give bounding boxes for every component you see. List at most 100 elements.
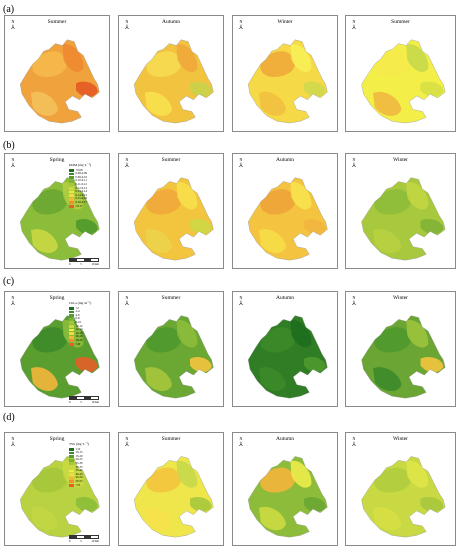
legend-item: <10 [69, 446, 89, 452]
legend-label: 0.14-0.15 [75, 192, 88, 197]
concentration-zone [76, 357, 98, 373]
lake-map [133, 39, 214, 124]
concentration-zone [260, 327, 296, 353]
concentration-zone [290, 44, 312, 72]
legend-item: 14-16 [69, 330, 91, 336]
concentration-zone [259, 367, 286, 392]
legend-item: 18-20 [69, 338, 91, 343]
legend-swatch [69, 480, 74, 484]
map-panel: Winter N ⅄ [345, 432, 456, 546]
legend-swatch [69, 197, 74, 201]
legend-label: 0.13-0.14 [75, 189, 88, 194]
concentration-zone [145, 229, 172, 254]
panel-title: Summer [161, 295, 181, 301]
legend-swatch [69, 332, 74, 335]
panel-title: Summer [161, 436, 181, 442]
legend-swatch [69, 314, 74, 317]
concentration-zone [145, 367, 172, 392]
map-legend: TSS (mg·L⁻¹) <10 10-15 15-20 20-25 25-30 30-35… [69, 442, 89, 487]
concentration-zone [406, 44, 429, 72]
legend-label: 30-35 [75, 464, 83, 469]
scale-tick-label: 0 [69, 538, 71, 543]
legend-label: 0.12-0.13 [75, 185, 88, 190]
concentration-zone [304, 357, 326, 373]
concentration-zone [32, 467, 68, 493]
legend-swatch [69, 204, 74, 208]
legend-item: 40-45 [69, 472, 89, 477]
lake-outline [247, 39, 328, 124]
lake-outline [361, 315, 446, 399]
north-arrow-icon: N ⅄ [352, 295, 356, 307]
legend-title: DOM (mg·L⁻¹) [69, 163, 92, 167]
legend-label: 0.11-0.12 [75, 181, 87, 186]
legend-item: >0.17 [69, 204, 91, 209]
concentration-zone [373, 506, 402, 531]
legend-swatch [69, 194, 74, 197]
map-panel: Autumn N ⅄ [232, 291, 338, 407]
panel-title: Summer [47, 19, 67, 25]
panel-title: Summer [161, 157, 181, 163]
map-panel: Autumn N ⅄ [232, 153, 338, 269]
legend-swatch [69, 483, 74, 487]
panel-title: Spring [49, 157, 65, 163]
legend-item: 0.15-0.16 [69, 197, 91, 201]
concentration-zone [32, 189, 68, 215]
concentration-zone [304, 81, 326, 98]
lake-map [19, 315, 100, 399]
lake-outline [361, 39, 446, 124]
lake-outline [247, 315, 328, 399]
legend-swatch [69, 306, 74, 310]
legend-label: 14-16 [75, 330, 83, 335]
row-label: (b) [3, 140, 15, 151]
concentration-zone [190, 357, 212, 373]
row-label: (a) [3, 4, 15, 15]
lake-map [247, 315, 328, 399]
legend-swatch [69, 328, 74, 332]
legend-label: 16-18 [75, 334, 83, 339]
north-arrow-icon: N ⅄ [239, 436, 243, 448]
concentration-zone [290, 182, 312, 210]
legend-item: <2 [69, 306, 91, 311]
legend-item: 6-8 [69, 317, 91, 321]
legend-swatch [69, 473, 74, 476]
concentration-zone [146, 467, 182, 493]
concentration-zone [260, 189, 296, 215]
concentration-zone [190, 496, 212, 512]
legend-label: 6-8 [75, 316, 80, 321]
legend-swatch [69, 176, 74, 179]
concentration-zone [31, 367, 58, 392]
legend-label: 2-4 [75, 309, 80, 314]
concentration-zone [420, 81, 444, 98]
legend-item: 35-40 [69, 469, 89, 473]
legend-item: 0.09-0.10 [69, 175, 91, 180]
concentration-zone [176, 182, 198, 210]
north-arrow-icon: N ⅄ [11, 295, 15, 307]
north-arrow-icon: N ⅄ [11, 19, 15, 31]
lake-outline [361, 456, 446, 538]
map-panel: Summer N ⅄ [118, 291, 224, 407]
legend-swatch [69, 179, 74, 183]
legend-label: 8-10 [75, 319, 82, 324]
concentration-zone [146, 327, 182, 353]
concentration-zone [176, 320, 198, 348]
legend-item: 2-4 [69, 310, 91, 314]
map-panel: Summer N ⅄ [345, 15, 456, 132]
lake-outline [247, 177, 328, 261]
legend-swatch [69, 324, 74, 328]
legend-swatch [69, 310, 74, 314]
map-panel: Spring N ⅄ TSS (mg·L⁻¹) <10 10-15 15-20 20-25 25… [4, 432, 110, 546]
concentration-zone [406, 320, 429, 348]
north-arrow-icon: N ⅄ [352, 436, 356, 448]
north-arrow-icon: N ⅄ [239, 19, 243, 31]
north-arrow-icon: N ⅄ [125, 19, 129, 31]
legend-item: 20-25 [69, 458, 89, 462]
legend-label: 0.08-0.09 [75, 171, 88, 176]
legend-label: <10 [75, 446, 81, 451]
legend-swatch [69, 183, 74, 187]
lake-outline [133, 39, 214, 124]
lake-map [361, 315, 446, 399]
lake-outline [133, 177, 214, 261]
legend-swatch [69, 186, 74, 190]
legend-swatch [69, 462, 74, 466]
concentration-zone [259, 229, 286, 254]
